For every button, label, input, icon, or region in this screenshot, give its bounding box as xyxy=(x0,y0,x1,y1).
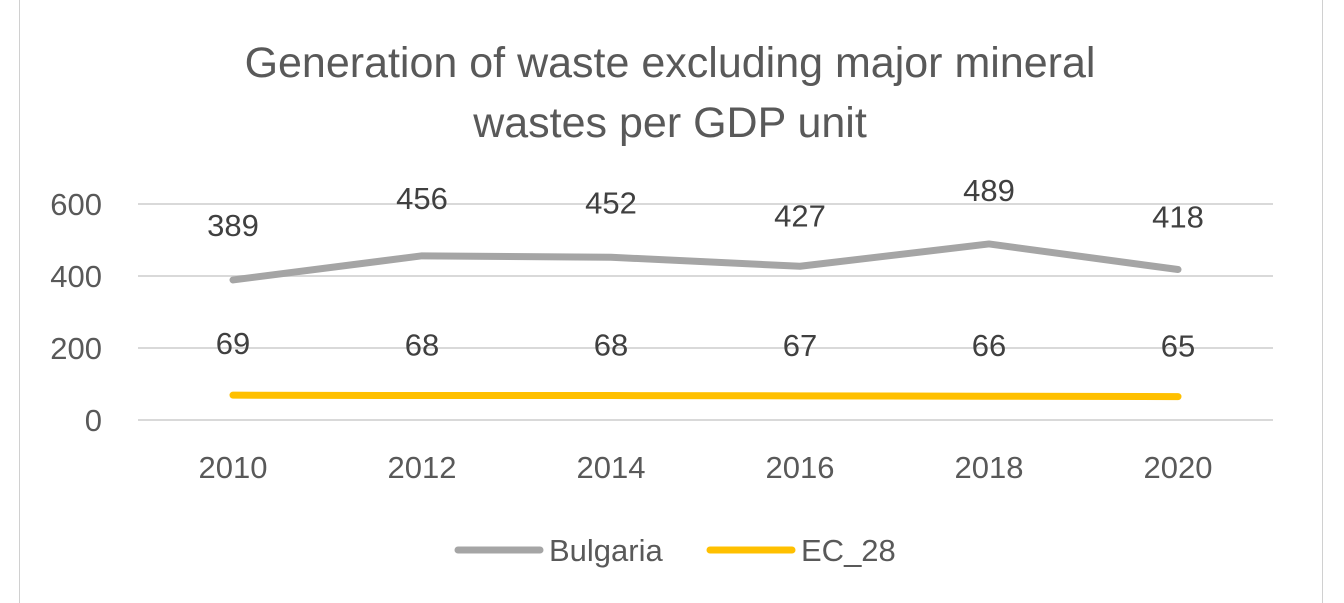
x-axis-ticks: 2010 2012 2014 2016 2018 2020 xyxy=(199,450,1213,485)
data-label-ec_28-2020: 65 xyxy=(1161,329,1195,364)
y-tick-label-0: 0 xyxy=(85,403,102,438)
data-label-bulgaria-2018: 489 xyxy=(963,173,1015,208)
series-line-bulgaria xyxy=(229,240,1182,284)
data-label-bulgaria-2010: 389 xyxy=(207,208,259,243)
data-label-ec_28-2012: 68 xyxy=(405,328,439,363)
x-tick-label-2014: 2014 xyxy=(577,450,646,485)
x-tick-label-2018: 2018 xyxy=(955,450,1024,485)
legend-label-bulgaria: Bulgaria xyxy=(549,533,663,568)
x-tick-label-2016: 2016 xyxy=(766,450,835,485)
y-tick-label-200: 200 xyxy=(50,331,102,366)
data-label-bulgaria-2016: 427 xyxy=(774,198,826,233)
data-label-bulgaria-2020: 418 xyxy=(1152,200,1204,235)
series-line-ec_28 xyxy=(229,391,1182,401)
x-tick-label-2010: 2010 xyxy=(199,450,268,485)
chart-frame xyxy=(19,0,1323,603)
x-tick-label-2020: 2020 xyxy=(1144,450,1213,485)
chart-title-line-1: Generation of waste excluding major mine… xyxy=(245,39,1096,87)
data-label-ec_28-2014: 68 xyxy=(594,328,628,363)
series-lines xyxy=(229,240,1182,401)
x-tick-label-2012: 2012 xyxy=(388,450,457,485)
legend: Bulgaria EC_28 xyxy=(454,533,896,568)
y-axis-ticks: 0 200 400 600 xyxy=(50,187,102,438)
data-label-ec_28-2016: 67 xyxy=(783,328,817,363)
chart-title-line-2: wastes per GDP unit xyxy=(472,99,867,147)
data-labels: 389 456 452 427 489 418 69 68 68 67 66 65 xyxy=(207,173,1204,364)
data-label-ec_28-2018: 66 xyxy=(972,328,1006,363)
gridlines xyxy=(138,203,1273,421)
data-label-ec_28-2010: 69 xyxy=(216,326,250,361)
data-label-bulgaria-2012: 456 xyxy=(396,181,448,216)
y-tick-label-600: 600 xyxy=(50,187,102,222)
legend-label-ec_28: EC_28 xyxy=(801,533,896,568)
y-tick-label-400: 400 xyxy=(50,259,102,294)
data-label-bulgaria-2014: 452 xyxy=(585,185,637,220)
